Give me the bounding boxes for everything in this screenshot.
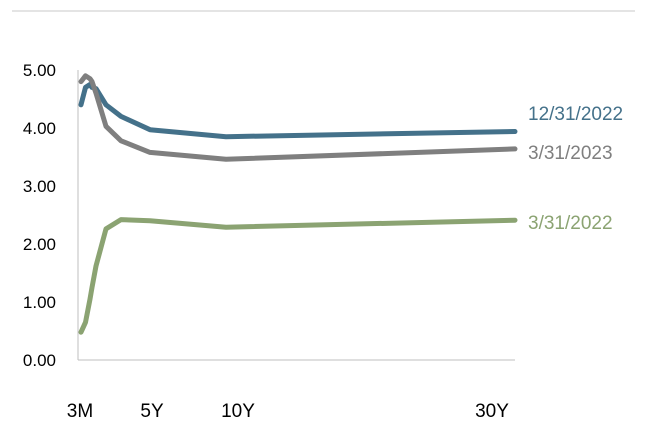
series-label: 3/31/2023 [528, 143, 613, 164]
x-tick-label: 3M [67, 401, 93, 420]
y-tick-label: 5.00 [23, 61, 56, 80]
x-tick-label: 30Y [475, 401, 509, 420]
y-tick-label: 2.00 [23, 235, 56, 254]
series-line [78, 73, 518, 162]
y-tick-labels: 0.00 1.00 2.00 3.00 4.00 5.00 [23, 61, 56, 370]
series-label: 3/31/2022 [528, 213, 613, 234]
x-tick-labels: 3M 5Y 10Y 30Y [67, 401, 509, 422]
y-tick-label: 0.00 [23, 351, 56, 370]
series-lines [78, 73, 518, 335]
y-tick-label: 1.00 [23, 293, 56, 312]
series-label: 12/31/2022 [528, 104, 623, 125]
series-line [78, 217, 518, 335]
x-tick-label: 10Y [221, 401, 255, 420]
series-line [78, 82, 518, 140]
y-tick-label: 4.00 [23, 119, 56, 138]
y-tick-label: 3.00 [23, 177, 56, 196]
x-tick-label: 5Y [140, 401, 164, 420]
series-labels: 12/31/2022 3/31/2023 3/31/2022 [528, 104, 623, 234]
